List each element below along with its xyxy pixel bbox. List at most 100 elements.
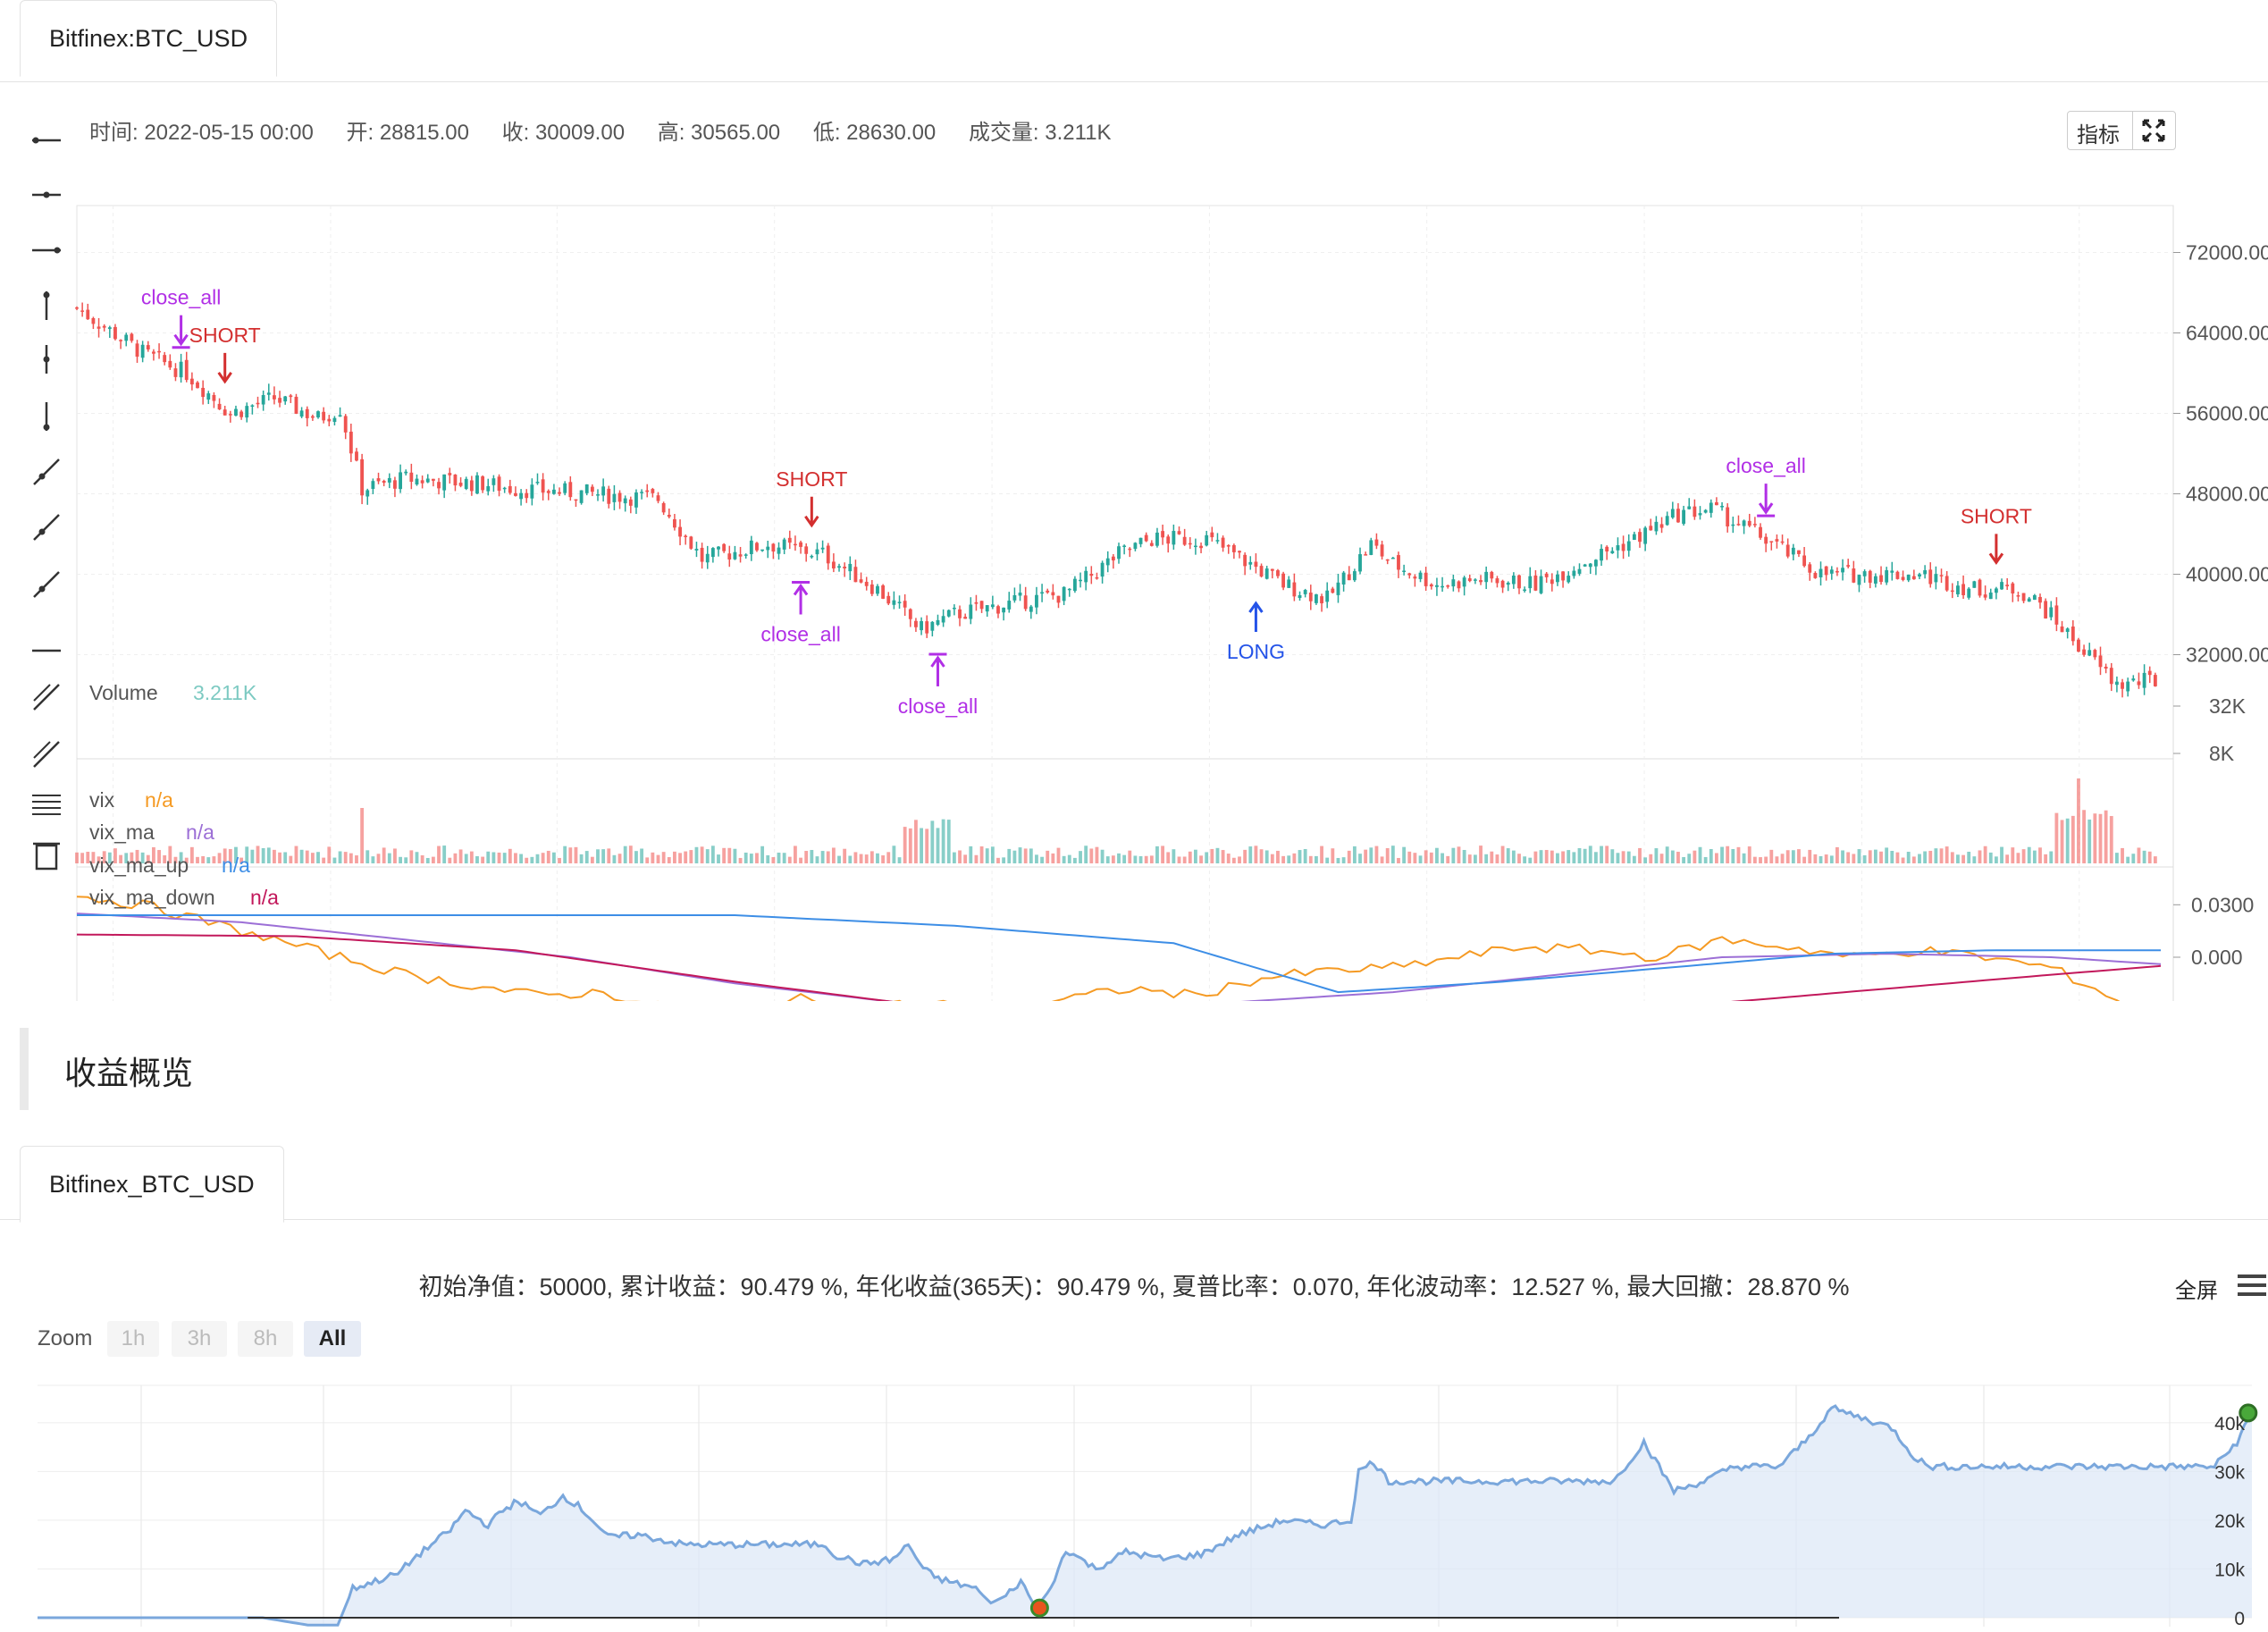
- fullscreen-button[interactable]: 全屏: [2175, 1279, 2218, 1303]
- candle-body: [1550, 579, 1554, 585]
- volume-bar: [338, 851, 342, 863]
- tab-equity[interactable]: Bitfinex_BTC_USD: [20, 1146, 284, 1223]
- ohlc-close: 收: 30009.00: [501, 121, 626, 145]
- price-chart[interactable]: close_all SHORT SHORT close_all close_all LON…: [0, 89, 2268, 1001]
- candle-body: [1347, 574, 1351, 581]
- volume-bar: [2060, 820, 2064, 863]
- volume-bar: [1089, 848, 1094, 863]
- candle-body: [261, 395, 265, 405]
- volume-bar: [448, 857, 452, 863]
- volume-bar: [1446, 855, 1450, 863]
- candle-body: [1731, 524, 1735, 526]
- volume-bar: [2114, 853, 2119, 863]
- candle-body: [130, 333, 134, 341]
- volume-bar: [794, 845, 797, 863]
- volume-bar: [1934, 848, 1938, 863]
- candle-body: [694, 549, 699, 551]
- candle-body: [1358, 554, 1362, 572]
- drawing-tool-icon: [43, 291, 50, 320]
- candle-body: [985, 605, 989, 612]
- candle-body: [1945, 576, 1949, 591]
- zoom-all-button[interactable]: All: [304, 1321, 361, 1357]
- signal-arrowhead: [793, 583, 809, 596]
- volume-bar: [1956, 854, 1960, 863]
- candle-body: [1100, 562, 1105, 577]
- candle-body: [1380, 544, 1384, 557]
- volume-bar: [727, 847, 732, 863]
- candle-body: [514, 492, 517, 496]
- candle-body: [859, 579, 863, 583]
- equity-tick-label: 30k: [2214, 1462, 2245, 1483]
- volume-bar: [722, 847, 727, 863]
- signal-arrowhead: [217, 372, 232, 384]
- volume-bar: [223, 848, 227, 863]
- volume-bar: [1550, 850, 1554, 863]
- candle-body: [2038, 596, 2042, 603]
- candle-body: [1238, 551, 1241, 553]
- zoom-3h-button[interactable]: 3h: [172, 1321, 227, 1357]
- price-tick-label: 72000.00: [2186, 241, 2268, 265]
- volume-bar: [1533, 851, 1538, 863]
- candle-body: [431, 478, 435, 481]
- volume-bar: [1978, 850, 1982, 863]
- volume-bar: [2038, 847, 2042, 863]
- volume-bar: [1638, 847, 1642, 863]
- candle-body: [848, 563, 853, 572]
- volume-bar: [1703, 856, 1708, 863]
- volume-bar: [1873, 849, 1877, 863]
- volume-bar: [771, 857, 776, 863]
- volume-bar: [273, 849, 276, 863]
- drawdown-marker: [1029, 1598, 1049, 1618]
- volume-bar: [1808, 849, 1812, 863]
- candle-body: [2011, 583, 2015, 594]
- candle-body: [1418, 572, 1423, 579]
- candle-body: [1308, 593, 1313, 601]
- volume-bar: [837, 855, 841, 863]
- volume-bar: [1484, 854, 1489, 863]
- candle-body: [1616, 545, 1620, 551]
- candle-body: [525, 492, 529, 499]
- indicator-button[interactable]: 指标: [2077, 123, 2120, 147]
- volume-bar: [239, 857, 244, 863]
- expand-icon[interactable]: [2132, 112, 2174, 149]
- volume-bar: [1358, 854, 1362, 863]
- candle-body: [1484, 571, 1489, 583]
- tab-chart[interactable]: Bitfinex:BTC_USD: [20, 0, 278, 77]
- candle-body: [1862, 571, 1867, 576]
- candle-body: [958, 609, 962, 618]
- signal-label: SHORT: [189, 324, 261, 347]
- candle-body: [1593, 559, 1598, 567]
- volume-bar: [310, 853, 315, 863]
- candle-body: [1352, 571, 1357, 581]
- ohlc-time: 时间: 2022-05-15 00:00: [89, 121, 314, 145]
- vix-ma-value: n/a: [186, 820, 214, 844]
- volume-bar: [1654, 848, 1659, 863]
- volume-bar: [568, 847, 573, 863]
- volume-series: [75, 778, 2157, 863]
- volume-bar: [1122, 854, 1127, 863]
- volume-bar: [1407, 851, 1412, 863]
- candle-body: [1857, 575, 1861, 585]
- volume-bar: [996, 857, 1000, 863]
- menu-icon[interactable]: [2238, 1273, 2266, 1298]
- candle-body: [1424, 572, 1428, 586]
- candle-body: [1852, 568, 1856, 583]
- candle-body: [146, 345, 150, 349]
- equity-tick-label: 0: [2234, 1609, 2245, 1629]
- volume-bar: [1567, 850, 1571, 863]
- volume-bar: [826, 851, 830, 863]
- volume-bar: [1895, 852, 1900, 863]
- candle-body: [1111, 556, 1115, 561]
- zoom-8h-button[interactable]: 8h: [238, 1321, 293, 1357]
- candle-body: [864, 581, 869, 586]
- candle-body: [897, 601, 902, 603]
- candle-body: [1072, 578, 1077, 592]
- vix-ma-name: vix_ma: [89, 820, 155, 844]
- candle-body: [2114, 681, 2119, 686]
- candle-body: [623, 498, 627, 504]
- equity-chart[interactable]: 40k 30k 20k 10k 0: [0, 1376, 2268, 1632]
- zoom-1h-button[interactable]: 1h: [107, 1321, 159, 1357]
- vix-series-line: [76, 896, 2121, 1001]
- candle-body: [234, 408, 238, 416]
- drawing-tool-icon: [33, 741, 60, 768]
